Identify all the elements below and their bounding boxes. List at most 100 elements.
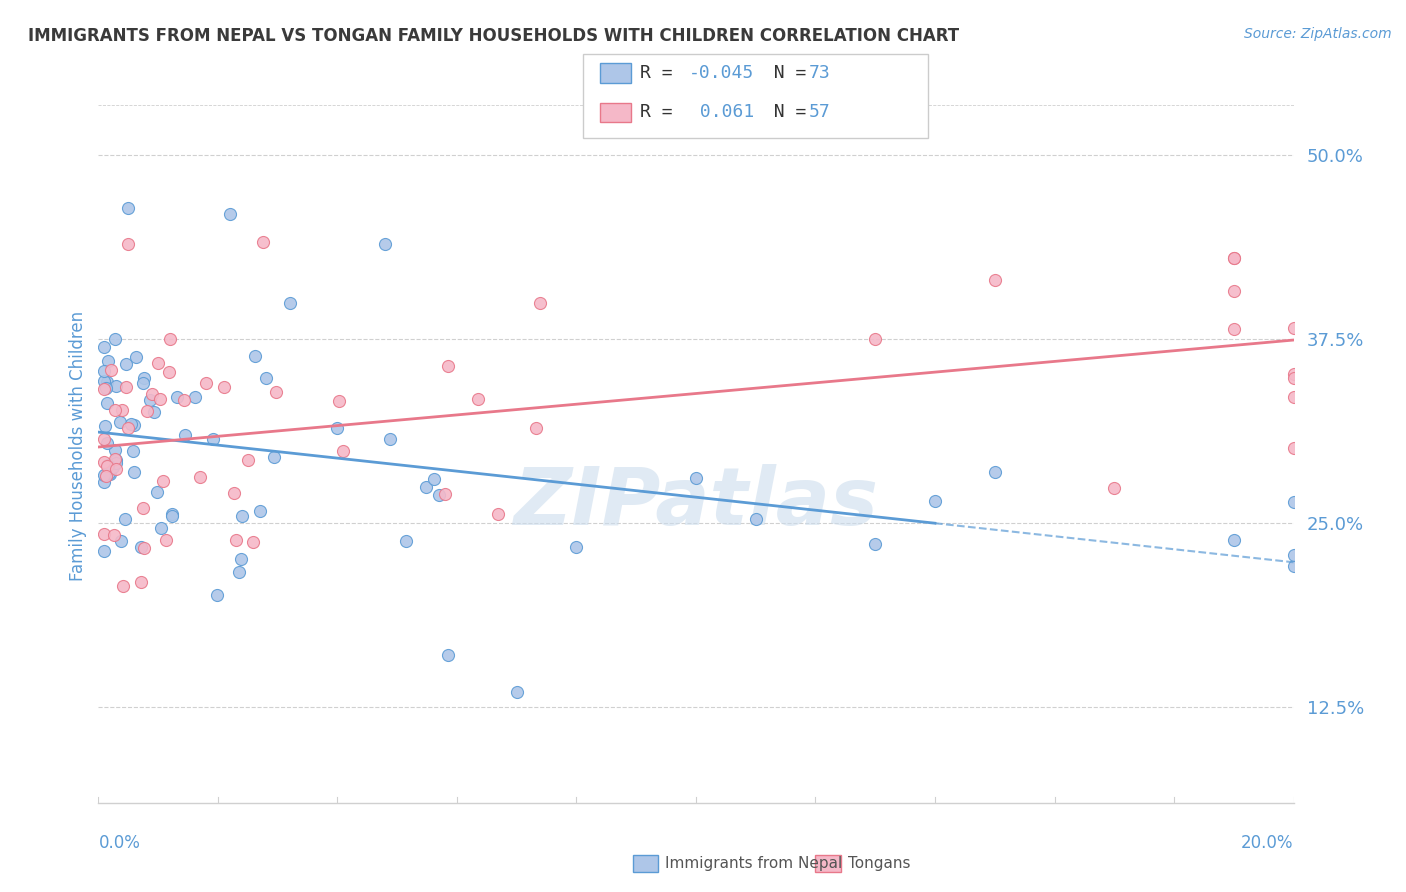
Point (93, 454, 115, 468)
Text: 73: 73 (808, 64, 830, 82)
Point (93, 374, 115, 388)
Point (157, 364, 180, 378)
Point (202, 433, 225, 447)
Text: Source: ZipAtlas.com: Source: ZipAtlas.com (1244, 27, 1392, 41)
Point (152, 474, 174, 488)
Point (433, 486, 456, 500)
Point (1282, 321, 1305, 335)
Point (93, 544, 115, 558)
Text: 20.0%: 20.0% (1241, 834, 1294, 852)
Text: 0.0%: 0.0% (98, 834, 141, 852)
Point (98, 466, 121, 480)
Point (212, 380, 235, 394)
Point (1282, 371, 1305, 385)
Point (114, 380, 136, 394)
Point (125, 350, 148, 364)
Point (146, 485, 169, 500)
Point (155, 533, 177, 547)
Point (865, 536, 887, 550)
Point (524, 420, 547, 434)
Point (328, 394, 350, 409)
Point (98, 467, 121, 481)
Point (149, 392, 172, 406)
Point (93, 382, 115, 396)
Point (142, 405, 165, 419)
Point (159, 332, 181, 346)
Point (122, 443, 145, 458)
Point (228, 565, 250, 579)
Point (173, 392, 195, 407)
Point (865, 332, 887, 346)
Point (132, 500, 155, 515)
Point (103, 528, 125, 542)
Point (94, 381, 117, 395)
Point (983, 465, 1005, 479)
Point (1104, 481, 1126, 495)
Point (1282, 549, 1305, 563)
Point (114, 512, 136, 526)
Point (486, 508, 509, 522)
Point (506, 685, 529, 699)
Point (263, 450, 285, 465)
Point (1282, 441, 1305, 455)
Point (135, 404, 157, 418)
Point (93, 419, 115, 434)
Point (104, 451, 127, 466)
Point (219, 207, 242, 221)
Point (278, 295, 301, 310)
Point (529, 296, 551, 310)
Text: Tongans: Tongans (848, 856, 910, 871)
Point (194, 376, 218, 391)
Point (231, 508, 253, 523)
Point (242, 535, 264, 549)
Text: -0.045: -0.045 (689, 64, 754, 82)
Text: R =: R = (640, 64, 683, 82)
Point (110, 415, 132, 429)
Point (96, 396, 118, 410)
Point (100, 363, 122, 377)
Point (160, 507, 183, 521)
Point (93, 432, 115, 446)
Point (132, 376, 155, 391)
Point (166, 390, 188, 404)
Point (105, 456, 128, 470)
Point (1282, 494, 1305, 508)
Point (110, 533, 132, 548)
Point (104, 379, 127, 393)
Point (132, 371, 155, 385)
Point (1223, 252, 1246, 266)
Point (565, 540, 588, 554)
Point (112, 579, 135, 593)
Point (415, 480, 437, 494)
Point (422, 472, 444, 486)
Y-axis label: Family Households with Children: Family Households with Children (69, 311, 87, 581)
Point (254, 370, 277, 384)
Point (141, 387, 163, 401)
Point (101, 459, 124, 474)
Point (467, 392, 489, 406)
Point (378, 433, 401, 447)
Text: 0.061: 0.061 (689, 103, 754, 121)
Text: N =: N = (752, 64, 817, 82)
Point (205, 588, 228, 602)
Point (685, 470, 707, 484)
Point (437, 359, 460, 374)
Text: ZIPatlas: ZIPatlas (513, 464, 879, 542)
Point (104, 453, 127, 467)
Point (117, 236, 139, 251)
Point (96, 436, 118, 450)
Point (245, 349, 267, 363)
Point (173, 427, 195, 442)
Point (117, 421, 139, 435)
Point (745, 512, 768, 526)
Point (252, 235, 274, 249)
Point (437, 648, 460, 663)
Point (326, 421, 349, 435)
Point (374, 236, 396, 251)
Point (1223, 252, 1246, 266)
Text: Immigrants from Nepal: Immigrants from Nepal (665, 856, 842, 871)
Point (1282, 390, 1305, 404)
Point (1223, 533, 1246, 547)
Point (93, 475, 115, 489)
Point (96, 458, 118, 473)
